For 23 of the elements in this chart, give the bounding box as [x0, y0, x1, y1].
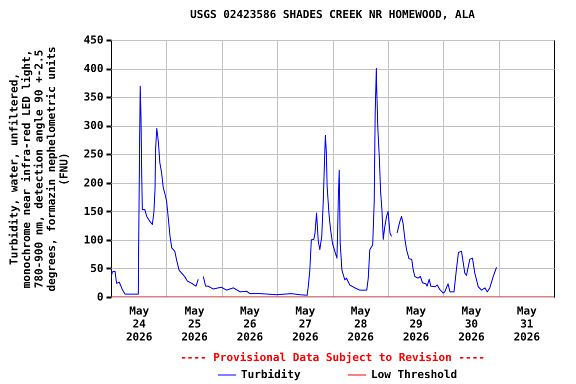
chart-title: USGS 02423586 SHADES CREEK NR HOMEWOOD, ALA: [190, 8, 476, 21]
y-tick-label: 0: [96, 290, 104, 304]
y-tick-label: 100: [84, 233, 104, 246]
text: ---- Provisional Data Subject to Revision ----: [180, 351, 485, 364]
y-tick-label: 400: [84, 62, 104, 76]
x-tick-label: May 29 2026: [402, 304, 430, 344]
x-tick-label: May 26 2026: [236, 304, 264, 344]
legend-label: Low Threshold: [371, 368, 458, 381]
y-tick-label: 50: [90, 262, 104, 275]
y-axis-title: Turbidity, water, unfiltered, monochrome near infra-red LED light, 780-900 nm, detection angle 90 +-2.5 degrees, formazin nephelometric units (FNU): [8, 46, 71, 292]
y-tick-label: 150: [84, 204, 104, 218]
y-tick-label: 350: [84, 90, 104, 104]
x-tick-label: May 24 2026: [126, 304, 153, 344]
x-tick-label: May 30 2026: [458, 304, 486, 344]
legend-label: Turbidity: [241, 368, 301, 381]
x-tick-label: May 31 2026: [514, 304, 540, 344]
y-tick-label: 200: [84, 176, 104, 190]
y-tick-label: 300: [84, 119, 104, 132]
y-tick-label: 450: [84, 34, 104, 46]
x-tick-label: May 27 2026: [292, 304, 319, 344]
x-tick-label: May 25 2026: [181, 304, 208, 344]
x-tick-label: May 28 2026: [347, 304, 374, 344]
y-tick-label: 250: [84, 148, 104, 161]
